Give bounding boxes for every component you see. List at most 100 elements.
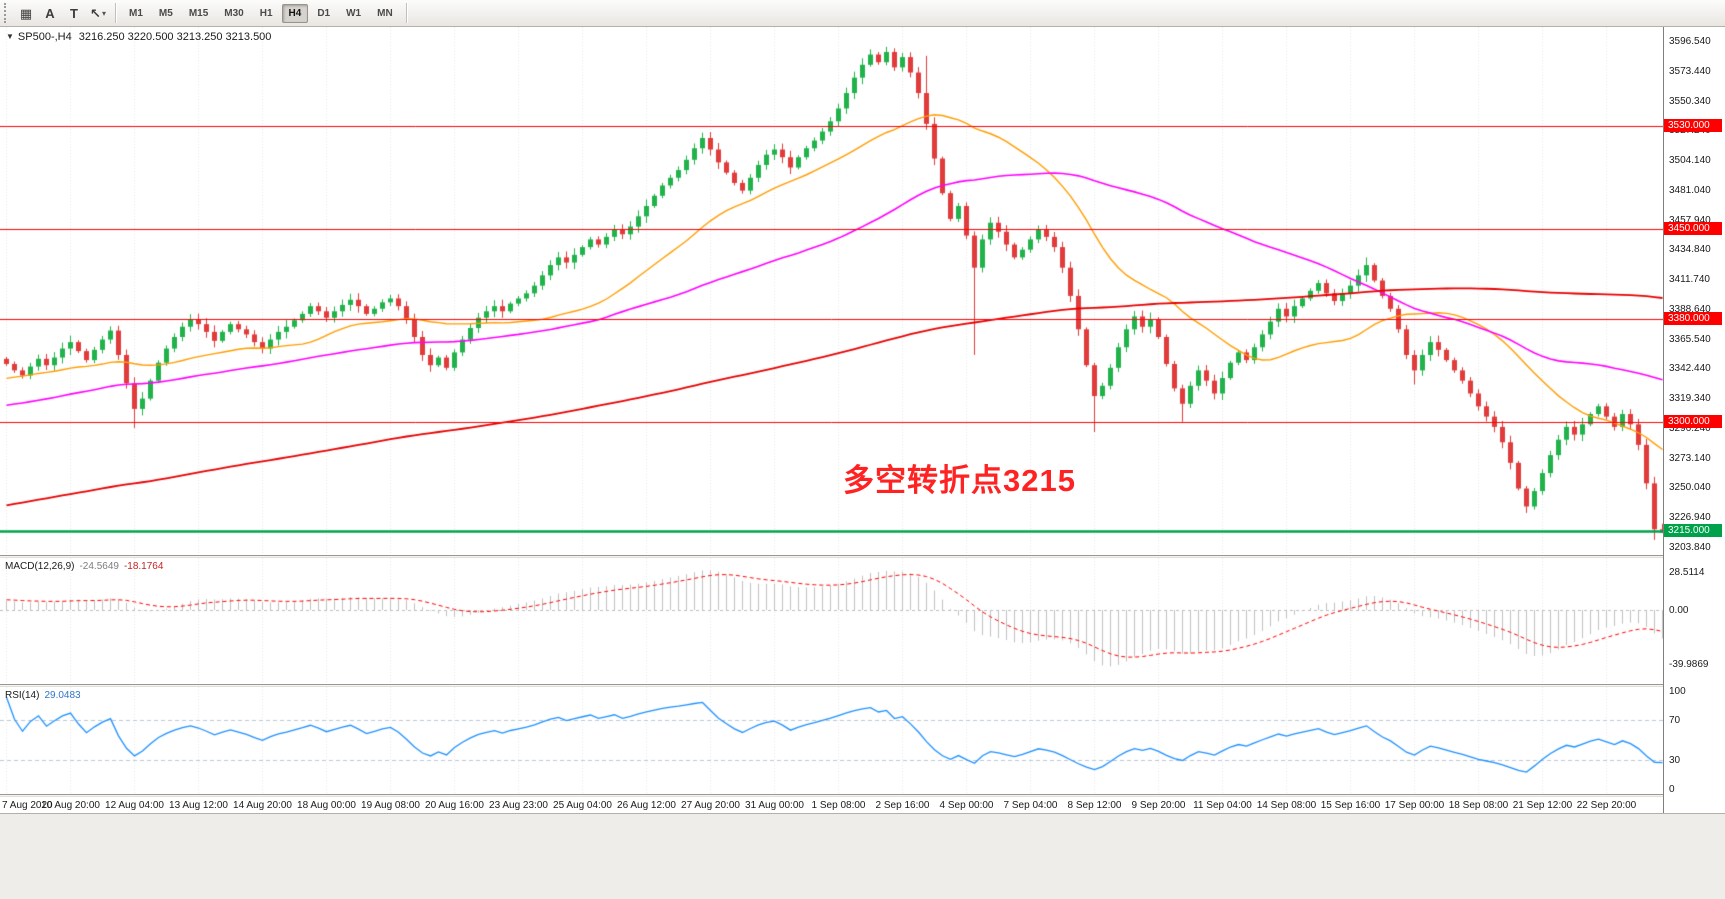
price-tick-label: 3273.140 [1669,452,1711,464]
macd-main-value: -24.5649 [79,561,119,572]
time-axis[interactable]: 7 Aug 2020 10 Aug 20:00 12 Aug 04:00 13 Aug… [0,797,1663,813]
time-tick-label: 31 Aug 00:00 [745,800,804,811]
macd-tick-label: 28.5114 [1669,566,1705,578]
price-tick-label: 3481.040 [1669,184,1711,196]
time-tick-label: 15 Sep 16:00 [1320,800,1381,811]
time-tick-label: 14 Aug 20:00 [233,800,292,811]
rsi-tick-label: 100 [1669,686,1686,697]
rsi-tick-label: 0 [1669,784,1675,795]
price-tick-label: 3365.540 [1669,333,1711,345]
price-line-badge: 3380.000 [1664,312,1722,326]
price-line-badge: 3530.000 [1664,119,1722,133]
toolbar-drag-handle[interactable] [4,3,10,23]
chart-header: ▼ SP500-,H4 3216.250 3220.500 3213.250 321… [6,31,271,43]
toolbar: ▦ A T ↖ ▾ M1 M5 M15 M30 H1 H4 D1 W1 MN [0,0,1725,27]
bottom-filler [0,813,1725,899]
dropdown-caret-icon: ▾ [101,8,106,18]
macd-name: MACD(12,26,9) [5,561,75,572]
price-tick-label: 3573.440 [1669,65,1711,77]
pane-separator[interactable] [0,794,1725,797]
timeframe-m30-button[interactable]: M30 [217,4,250,23]
text-label-tool-button[interactable]: T [62,3,86,23]
time-tick-label: 23 Aug 23:00 [489,800,548,811]
timeframe-mn-button[interactable]: MN [370,4,400,23]
price-tick-label: 3457.940 [1669,214,1711,226]
time-tick-label: 27 Aug 20:00 [681,800,740,811]
pane-separator[interactable] [0,555,1725,558]
arrow-tool-icon: ↖ [90,5,101,21]
time-tick-label: 19 Aug 08:00 [361,800,420,811]
macd-signal-value: -18.1764 [123,561,164,572]
main-chart-canvas[interactable] [0,27,1663,555]
price-line-badge: 3450.000 [1664,222,1722,236]
timeframe-m5-button[interactable]: M5 [152,4,180,23]
chart-window: ▼ SP500-,H4 3216.250 3220.500 3213.250 321… [0,27,1725,899]
time-tick-label: 11 Sep 04:00 [1193,800,1252,811]
price-tick-label: 3296.240 [1669,422,1711,434]
toolbar-separator [115,3,116,23]
macd-tick-label: 0.00 [1669,605,1689,616]
price-tick-label: 3203.840 [1669,542,1711,553]
time-tick-label: 12 Aug 04:00 [105,800,164,811]
time-tick-label: 4 Sep 00:00 [939,800,994,811]
time-tick-label: 10 Aug 20:00 [41,800,100,811]
timeframe-w1-button[interactable]: W1 [339,4,368,23]
time-tick-label: 7 Sep 04:00 [1003,800,1058,811]
grid-icon: ▦ [19,5,33,21]
text-tool-button[interactable]: A [38,3,62,23]
ohlc-label: 3216.250 3220.500 3213.250 3213.500 [78,31,272,43]
arrows-tool-button[interactable]: ↖ ▾ [86,3,110,23]
symbol-period-label: SP500-,H4 [17,31,72,43]
label-tool-icon: T [70,5,78,21]
macd-tick-label: -39.9869 [1669,658,1709,670]
toolbar-separator [405,3,407,23]
toolbar-tools-group: ▦ A T ↖ ▾ [14,3,110,23]
price-tick-label: 3550.340 [1669,95,1711,107]
rsi-tick-label: 70 [1669,715,1681,727]
price-line-badge: 3300.000 [1664,414,1722,428]
timeframe-d1-button[interactable]: D1 [310,4,337,23]
price-tick-label: 3504.140 [1669,155,1711,167]
price-axis[interactable]: 3596.5403573.4403550.3403527.2403504.140… [1663,27,1725,813]
rsi-canvas[interactable] [0,687,1663,794]
text-tool-icon: A [45,5,55,21]
time-tick-label: 17 Sep 00:00 [1384,800,1445,811]
time-tick-label: 9 Sep 20:00 [1131,800,1186,811]
macd-canvas[interactable] [0,558,1663,684]
time-tick-label: 8 Sep 12:00 [1067,800,1122,811]
time-tick-label: 7 Aug 2020 [2,800,53,811]
rsi-value: 29.0483 [44,690,81,701]
price-tick-label: 3388.640 [1669,303,1711,315]
time-tick-label: 18 Sep 08:00 [1448,800,1509,811]
time-tick-label: 22 Sep 20:00 [1576,800,1637,811]
price-tick-label: 3226.940 [1669,512,1711,524]
price-tick-label: 3596.540 [1669,36,1711,47]
price-tick-label: 3342.440 [1669,363,1711,375]
time-tick-label: 2 Sep 16:00 [875,800,930,811]
timeframe-m1-button[interactable]: M1 [122,4,150,23]
timeframe-group: M1 M5 M15 M30 H1 H4 D1 W1 MN [121,3,401,23]
time-tick-label: 21 Sep 12:00 [1512,800,1573,811]
time-tick-label: 25 Aug 04:00 [553,800,612,811]
macd-label: MACD(12,26,9) -24.5649 -18.1764 [5,561,163,572]
price-tick-label: 3411.740 [1669,274,1710,286]
time-tick-label: 18 Aug 00:00 [297,800,356,811]
timeframe-m15-button[interactable]: M15 [182,4,215,23]
price-line-badge: 3215.000 [1664,523,1722,537]
price-tick-label: 3434.840 [1669,244,1711,256]
timeframe-h4-button[interactable]: H4 [281,3,309,23]
timeframe-h1-button[interactable]: H1 [253,4,280,23]
price-tick-label: 3250.040 [1669,482,1711,494]
time-tick-label: 20 Aug 16:00 [425,800,484,811]
charts-grid-tool-button[interactable]: ▦ [14,3,38,23]
time-tick-label: 14 Sep 08:00 [1256,800,1317,811]
rsi-name: RSI(14) [5,690,40,701]
time-tick-label: 1 Sep 08:00 [811,800,866,811]
price-tick-label: 3319.340 [1669,393,1711,405]
time-tick-label: 13 Aug 12:00 [169,800,228,811]
chart-annotation-text[interactable]: 多空转折点3215 [843,463,1076,498]
chart-menu-triangle-icon[interactable]: ▼ [6,32,14,41]
rsi-tick-label: 30 [1669,754,1681,766]
pane-separator[interactable] [0,684,1725,687]
